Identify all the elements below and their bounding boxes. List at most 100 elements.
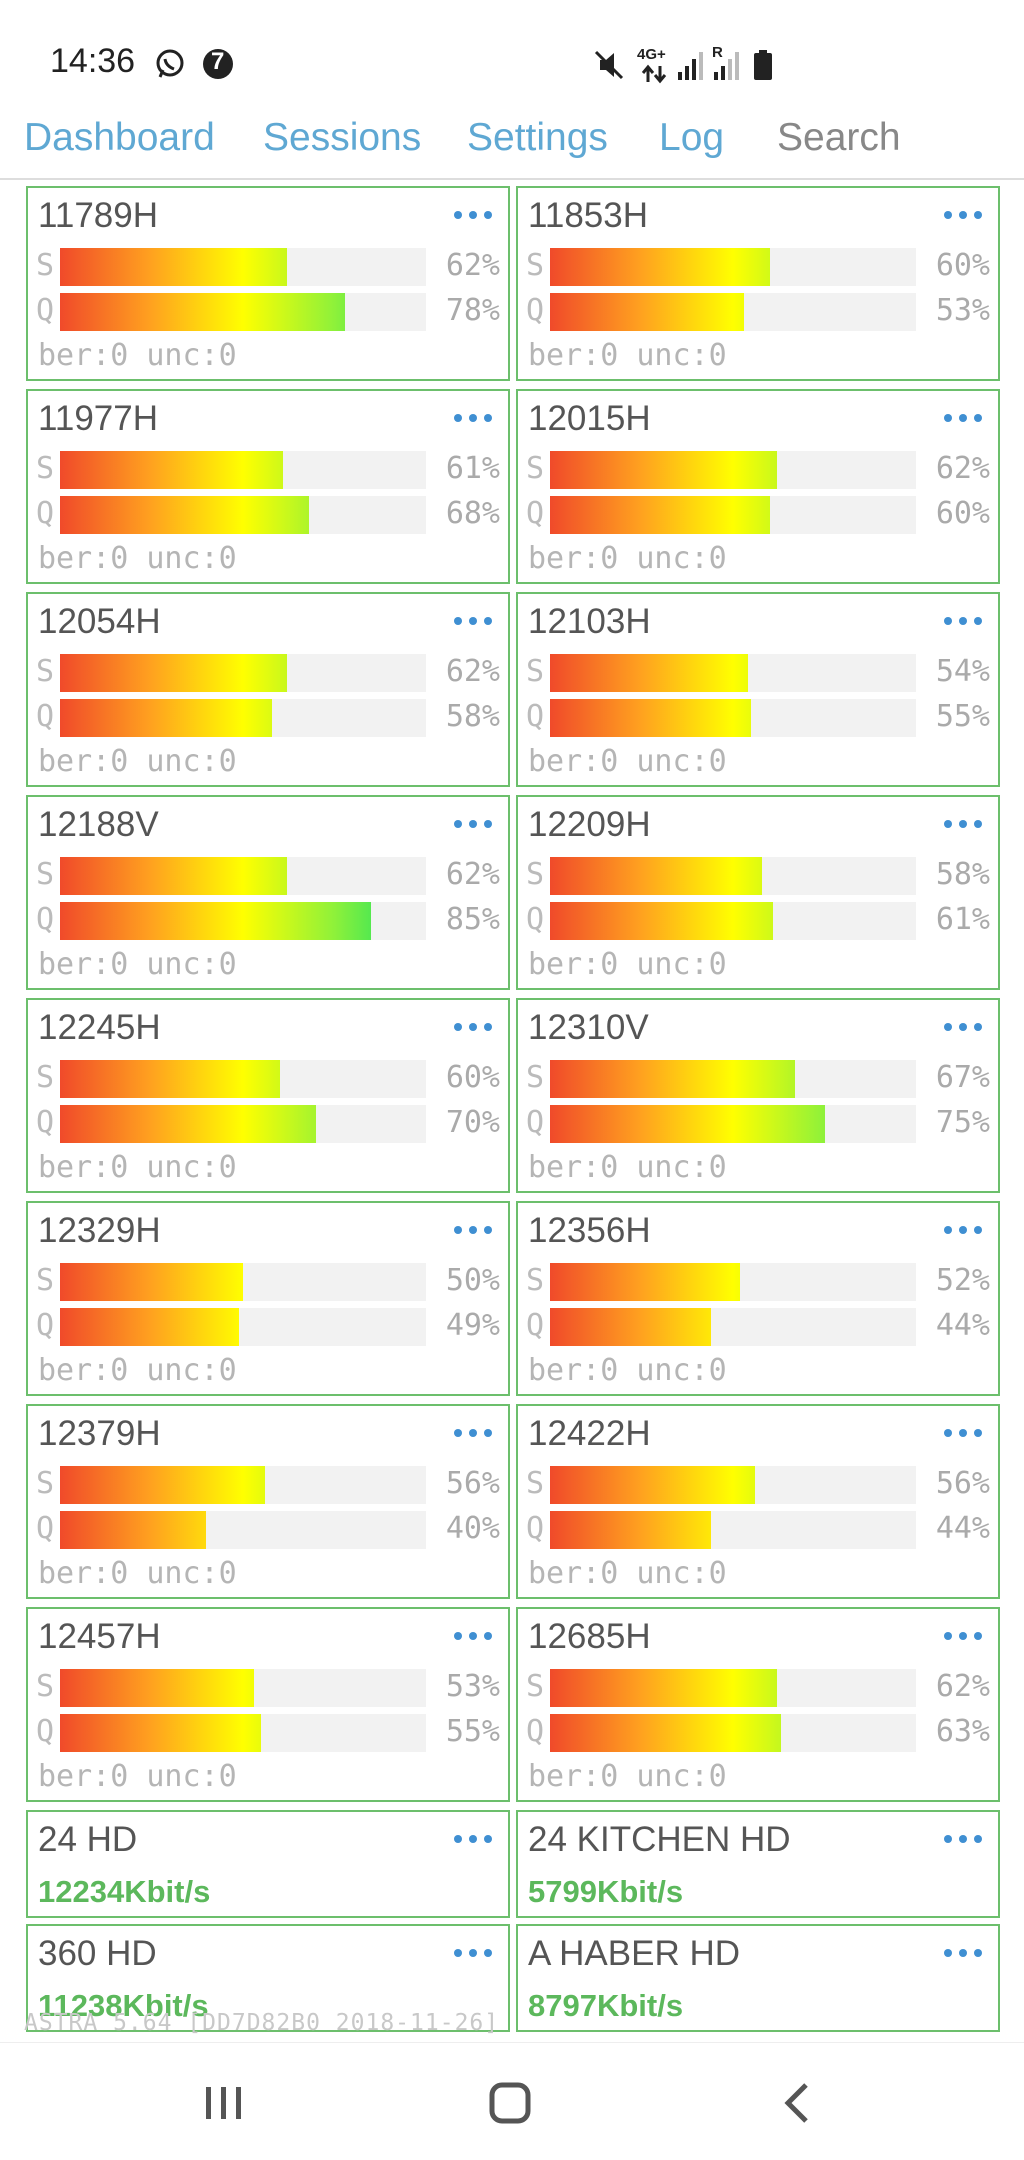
more-options-icon[interactable]: [944, 1629, 984, 1643]
quality-bar-fill: [60, 1714, 261, 1752]
quality-percent: 60%: [935, 496, 990, 531]
transponder-card[interactable]: 12188V S 62% Q 85% ber:0 unc:0: [26, 795, 510, 990]
more-options-icon[interactable]: [454, 817, 494, 831]
dot-icon: [974, 617, 982, 625]
transponder-card[interactable]: 12422H S 56% Q 44% ber:0 unc:0: [516, 1404, 1000, 1599]
signal-label: S: [526, 857, 545, 892]
tab-log[interactable]: Log: [659, 116, 725, 159]
battery-icon: [754, 50, 772, 80]
quality-percent: 44%: [935, 1511, 990, 1546]
signal-label: S: [526, 1263, 545, 1298]
more-options-icon[interactable]: [454, 1020, 494, 1034]
transponder-name: 12685H: [528, 1617, 651, 1656]
signal-bar-fill: [550, 1263, 740, 1301]
transponder-card[interactable]: 12015H S 62% Q 60% ber:0 unc:0: [516, 389, 1000, 584]
quality-bar-fill: [550, 1511, 711, 1549]
channel-card[interactable]: 360 HD 11238Kbit/s: [26, 1924, 510, 2032]
signal-label: S: [36, 1060, 55, 1095]
home-icon[interactable]: [480, 2073, 540, 2133]
more-options-icon[interactable]: [944, 1426, 984, 1440]
ber-unc-status: ber:0 unc:0: [38, 1556, 237, 1591]
dot-icon: [944, 1429, 952, 1437]
transponder-card[interactable]: 12329H S 50% Q 49% ber:0 unc:0: [26, 1201, 510, 1396]
more-options-icon[interactable]: [454, 208, 494, 222]
signal-roaming-icon: [714, 52, 739, 80]
data-arrows-icon: [641, 64, 667, 84]
more-options-icon[interactable]: [944, 411, 984, 425]
tab-sessions[interactable]: Sessions: [263, 116, 422, 159]
dot-icon: [469, 414, 477, 422]
more-options-icon[interactable]: [944, 1832, 984, 1846]
quality-bar: [60, 902, 426, 940]
dot-icon: [469, 1226, 477, 1234]
more-options-icon[interactable]: [944, 614, 984, 628]
signal-bar: [550, 1263, 916, 1301]
transponder-card[interactable]: 11789H S 62% Q 78% ber:0 unc:0: [26, 186, 510, 381]
more-options-icon[interactable]: [454, 1426, 494, 1440]
transponder-card[interactable]: 12457H S 53% Q 55% ber:0 unc:0: [26, 1607, 510, 1802]
signal-percent: 67%: [935, 1060, 990, 1095]
transponder-card[interactable]: 12103H S 54% Q 55% ber:0 unc:0: [516, 592, 1000, 787]
quality-label: Q: [526, 496, 545, 531]
transponder-card[interactable]: 12379H S 56% Q 40% ber:0 unc:0: [26, 1404, 510, 1599]
quality-percent: 44%: [935, 1308, 990, 1343]
quality-bar: [60, 1308, 426, 1346]
dot-icon: [484, 414, 492, 422]
dot-icon: [484, 1949, 492, 1957]
signal-bar: [550, 248, 916, 286]
quality-bar: [60, 496, 426, 534]
signal-bar-fill: [60, 248, 287, 286]
more-options-icon[interactable]: [454, 614, 494, 628]
transponder-card[interactable]: 12310V S 67% Q 75% ber:0 unc:0: [516, 998, 1000, 1193]
transponder-card[interactable]: 12209H S 58% Q 61% ber:0 unc:0: [516, 795, 1000, 990]
transponder-card[interactable]: 11977H S 61% Q 68% ber:0 unc:0: [26, 389, 510, 584]
more-options-icon[interactable]: [454, 1946, 494, 1960]
signal-icon: [678, 52, 703, 80]
quality-bar: [550, 1308, 916, 1346]
back-icon[interactable]: [768, 2073, 828, 2133]
transponder-card[interactable]: 12356H S 52% Q 44% ber:0 unc:0: [516, 1201, 1000, 1396]
signal-label: S: [526, 451, 545, 486]
dot-icon: [974, 1632, 982, 1640]
more-options-icon[interactable]: [944, 1946, 984, 1960]
quality-bar-fill: [550, 293, 744, 331]
signal-bar-fill: [550, 1466, 755, 1504]
signal-bar-fill: [60, 1669, 254, 1707]
channel-card[interactable]: A HABER HD 8797Kbit/s: [516, 1924, 1000, 2032]
channel-card[interactable]: 24 HD 12234Kbit/s: [26, 1810, 510, 1918]
transponder-name: 12103H: [528, 602, 651, 641]
signal-percent: 52%: [935, 1263, 990, 1298]
quality-percent: 63%: [935, 1714, 990, 1749]
recents-icon[interactable]: [194, 2073, 254, 2133]
dot-icon: [959, 1429, 967, 1437]
signal-bar: [60, 1466, 426, 1504]
quality-bar: [550, 1714, 916, 1752]
signal-percent: 60%: [935, 248, 990, 283]
signal-bar-fill: [550, 451, 777, 489]
quality-label: Q: [526, 1105, 545, 1140]
transponder-card[interactable]: 12054H S 62% Q 58% ber:0 unc:0: [26, 592, 510, 787]
transponder-card[interactable]: 12685H S 62% Q 63% ber:0 unc:0: [516, 1607, 1000, 1802]
transponder-card[interactable]: 12245H S 60% Q 70% ber:0 unc:0: [26, 998, 510, 1193]
more-options-icon[interactable]: [454, 1629, 494, 1643]
more-options-icon[interactable]: [944, 208, 984, 222]
more-options-icon[interactable]: [454, 411, 494, 425]
tab-dashboard[interactable]: Dashboard: [24, 116, 215, 159]
more-options-icon[interactable]: [454, 1832, 494, 1846]
dot-icon: [974, 414, 982, 422]
channel-card[interactable]: 24 KITCHEN HD 5799Kbit/s: [516, 1810, 1000, 1918]
signal-label: S: [526, 654, 545, 689]
more-options-icon[interactable]: [944, 1020, 984, 1034]
dot-icon: [959, 1949, 967, 1957]
signal-percent: 53%: [445, 1669, 500, 1704]
more-options-icon[interactable]: [454, 1223, 494, 1237]
signal-label: S: [526, 1466, 545, 1501]
tab-search[interactable]: Search: [777, 116, 901, 159]
tab-settings[interactable]: Settings: [467, 116, 608, 159]
signal-bar-fill: [60, 1060, 280, 1098]
transponder-card[interactable]: 11853H S 60% Q 53% ber:0 unc:0: [516, 186, 1000, 381]
more-options-icon[interactable]: [944, 817, 984, 831]
more-options-icon[interactable]: [944, 1223, 984, 1237]
dot-icon: [469, 211, 477, 219]
signal-bar-fill: [550, 654, 748, 692]
